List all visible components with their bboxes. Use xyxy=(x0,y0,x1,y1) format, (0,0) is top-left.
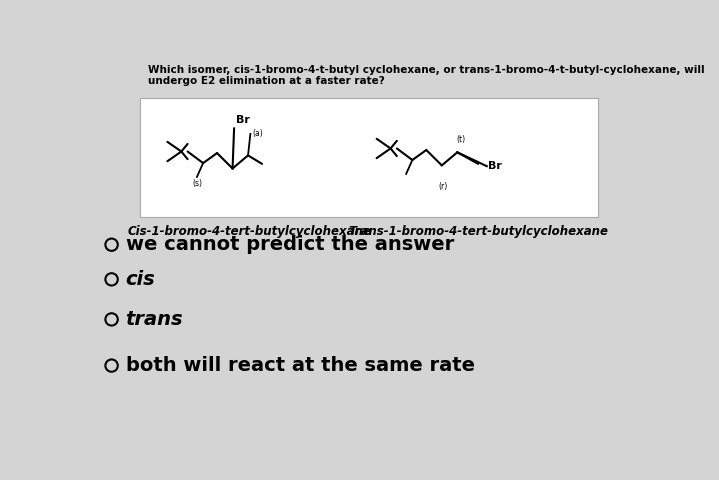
Text: (t): (t) xyxy=(457,135,466,144)
Text: (a): (a) xyxy=(252,129,263,138)
Text: Cis-1-bromo-4-tert-butylcyclohexane: Cis-1-bromo-4-tert-butylcyclohexane xyxy=(128,225,372,238)
Text: we cannot predict the answer: we cannot predict the answer xyxy=(126,235,454,254)
Text: (s): (s) xyxy=(192,179,202,188)
Text: both will react at the same rate: both will react at the same rate xyxy=(126,356,475,375)
Text: undergo E2 elimination at a faster rate?: undergo E2 elimination at a faster rate? xyxy=(148,76,385,86)
Bar xyxy=(140,97,597,217)
Text: trans: trans xyxy=(126,310,183,329)
Text: Br: Br xyxy=(488,161,502,171)
Text: Which isomer, cis-1-bromo-4-t-butyl cyclohexane, or trans-1-bromo-4-t-butyl-cycl: Which isomer, cis-1-bromo-4-t-butyl cycl… xyxy=(148,65,705,75)
Text: Trans-1-bromo-4-tert-butylcyclohexane: Trans-1-bromo-4-tert-butylcyclohexane xyxy=(349,225,608,238)
Text: Br: Br xyxy=(236,115,249,125)
Text: (r): (r) xyxy=(439,182,448,192)
Text: cis: cis xyxy=(126,270,155,289)
